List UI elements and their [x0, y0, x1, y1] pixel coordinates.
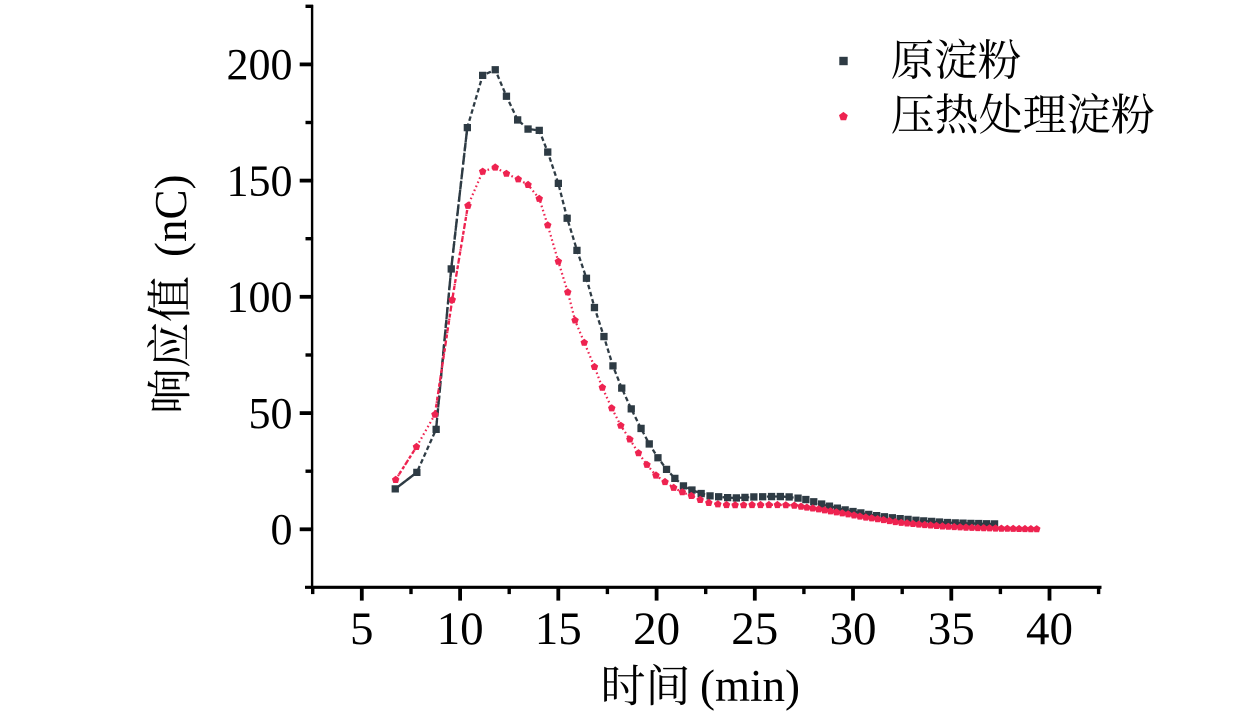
svg-text:25: 25	[731, 603, 778, 655]
svg-text:(min): (min)	[700, 661, 800, 711]
svg-text:30: 30	[830, 603, 877, 655]
svg-text:40: 40	[1026, 603, 1073, 655]
svg-text:100: 100	[227, 273, 293, 322]
svg-text:0: 0	[271, 505, 293, 554]
svg-text:150: 150	[227, 156, 293, 205]
svg-text:10: 10	[437, 603, 484, 655]
svg-text:15: 15	[535, 603, 582, 655]
svg-text:35: 35	[928, 603, 975, 655]
svg-text:50: 50	[249, 389, 293, 438]
svg-text:5: 5	[350, 603, 374, 655]
svg-text:200: 200	[227, 40, 293, 89]
svg-text:(nC): (nC)	[146, 175, 196, 258]
svg-text:20: 20	[633, 603, 680, 655]
